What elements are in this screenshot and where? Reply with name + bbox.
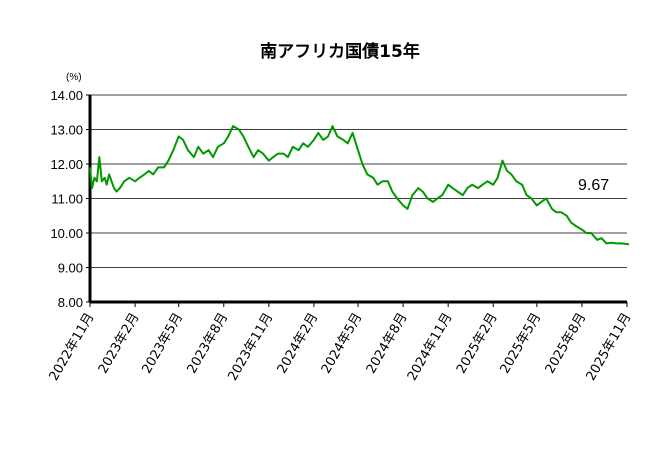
y-tick-label: 10.00 [50,226,83,241]
x-tick-label: 2024年2月 [275,311,322,377]
x-tick-label: 2023年5月 [139,311,186,377]
y-tick-label: 8.00 [58,295,83,310]
grid-lines [90,94,627,268]
y-tick-label: 12.00 [50,157,83,172]
x-axis-ticks: 2022年11月2023年2月2023年5月2023年8月2023年11月202… [47,302,635,384]
last-value-label: 9.67 [578,177,609,194]
x-tick-label: 2025年5月 [498,311,545,377]
y-axis-ticks: 8.00 9.00 10.00 11.00 12.00 13.00 14.00 [50,88,90,310]
y-tick-label: 14.00 [50,88,83,103]
x-tick-label: 2023年2月 [96,311,143,377]
x-tick-label: 2023年11月 [225,311,276,384]
chart-title: 南アフリカ国債15年 [260,41,420,62]
x-tick-label: 2024年5月 [319,311,366,377]
x-tick-label: 2024年8月 [364,311,411,377]
y-tick-label: 11.00 [51,192,83,207]
x-tick-label: 2022年11月 [47,311,98,384]
x-tick-label: 2025年11月 [584,311,635,384]
series-line [89,125,630,246]
y-tick-label: 13.00 [50,123,83,138]
y-tick-label: 9.00 [58,261,83,276]
x-tick-label: 2025年8月 [543,311,590,377]
x-tick-label: 2024年11月 [405,311,456,384]
y-unit-label: (%) [66,72,82,83]
x-tick-label: 2025年2月 [454,311,501,377]
axes [88,95,627,304]
x-tick-label: 2023年8月 [185,311,232,377]
